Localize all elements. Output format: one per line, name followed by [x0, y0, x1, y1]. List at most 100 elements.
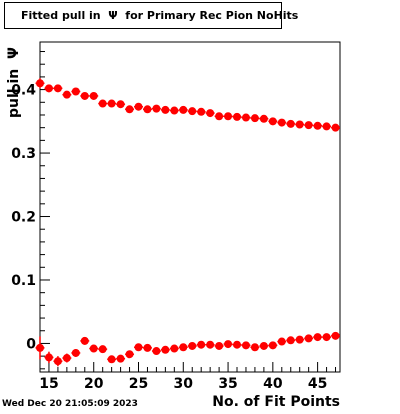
x-tick-label: 35	[218, 376, 237, 392]
data-point	[286, 336, 296, 345]
data-point	[160, 105, 170, 114]
data-point	[268, 341, 278, 350]
data-point	[232, 340, 242, 349]
y-tick-label: 0.3	[11, 146, 36, 162]
data-point	[89, 91, 99, 100]
data-point	[331, 123, 340, 132]
marker	[170, 344, 179, 353]
data-point	[232, 112, 242, 121]
marker	[259, 114, 268, 123]
data-point	[205, 109, 215, 118]
marker	[80, 91, 89, 100]
data-point	[151, 347, 161, 356]
data-point	[134, 343, 143, 352]
marker	[71, 87, 80, 96]
marker	[152, 347, 161, 356]
marker	[89, 344, 98, 353]
marker	[250, 114, 259, 123]
data-point	[178, 105, 188, 114]
marker	[98, 345, 107, 354]
data-point	[250, 343, 260, 352]
x-axis-title: No. of Fit Points	[212, 394, 340, 410]
marker	[53, 357, 62, 366]
data-point	[80, 91, 90, 100]
data-point	[107, 99, 117, 108]
data-point	[277, 337, 287, 346]
data-point	[116, 100, 126, 109]
data-point	[169, 106, 179, 115]
y-axis: 0 0.1 0.2 0.3 0.4	[11, 51, 50, 370]
data-point	[125, 105, 135, 114]
data-point	[295, 335, 305, 344]
marker	[286, 119, 295, 128]
data-point	[151, 104, 161, 113]
data-point	[160, 345, 170, 354]
marker	[98, 99, 107, 108]
marker	[295, 120, 304, 129]
marker	[62, 90, 71, 99]
x-tick-label: 20	[84, 376, 104, 392]
marker	[322, 122, 331, 131]
footer-date: Wed Dec 20 21:05:09 2023	[2, 399, 138, 409]
marker	[241, 341, 250, 350]
marker	[277, 337, 286, 346]
marker	[304, 334, 313, 343]
data-point	[35, 336, 45, 360]
data-point	[116, 354, 126, 363]
x-tick-label: 15	[39, 376, 58, 392]
data-point	[286, 119, 296, 128]
marker	[116, 354, 125, 363]
y-tick-label: 0	[26, 336, 36, 352]
data-point	[98, 99, 108, 108]
y-tick-label: 0.2	[11, 210, 36, 226]
x-tick-label: 30	[174, 376, 194, 392]
y-tick-label: 0.4	[11, 83, 36, 99]
data-point	[142, 105, 152, 114]
marker	[125, 105, 134, 114]
marker	[161, 345, 170, 354]
y-axis-title: pull in Ψ	[6, 47, 22, 118]
x-tick-label: 40	[263, 376, 283, 392]
marker	[161, 105, 170, 114]
series-2	[35, 331, 340, 367]
data-point	[259, 114, 269, 123]
marker	[197, 107, 206, 116]
marker	[107, 99, 116, 108]
marker	[134, 343, 143, 352]
data-point	[322, 122, 332, 131]
marker	[233, 112, 242, 121]
data-point	[313, 333, 323, 342]
data-point	[268, 117, 278, 126]
marker	[268, 341, 277, 350]
data-point	[196, 107, 206, 116]
marker	[215, 341, 224, 350]
marker	[322, 333, 331, 342]
data-point	[205, 340, 215, 349]
marker	[304, 121, 313, 130]
data-point	[214, 341, 224, 350]
marker	[268, 117, 277, 126]
plot-frame	[39, 41, 341, 373]
data-point	[196, 340, 206, 349]
marker	[179, 343, 188, 352]
marker	[197, 340, 206, 349]
marker	[143, 343, 152, 352]
data-point	[313, 121, 323, 130]
data-point	[241, 113, 251, 122]
data-point	[71, 348, 81, 357]
data-point	[80, 336, 90, 345]
marker	[188, 107, 197, 116]
data-point	[214, 112, 224, 121]
marker	[206, 340, 215, 349]
marker	[224, 340, 233, 349]
marker	[36, 79, 44, 88]
data-point	[62, 353, 72, 363]
data-point	[169, 344, 179, 353]
marker	[125, 350, 134, 359]
data-point	[53, 84, 63, 93]
marker	[286, 336, 295, 345]
marker	[331, 123, 340, 132]
data-point	[241, 341, 251, 350]
plot-border	[39, 41, 341, 373]
